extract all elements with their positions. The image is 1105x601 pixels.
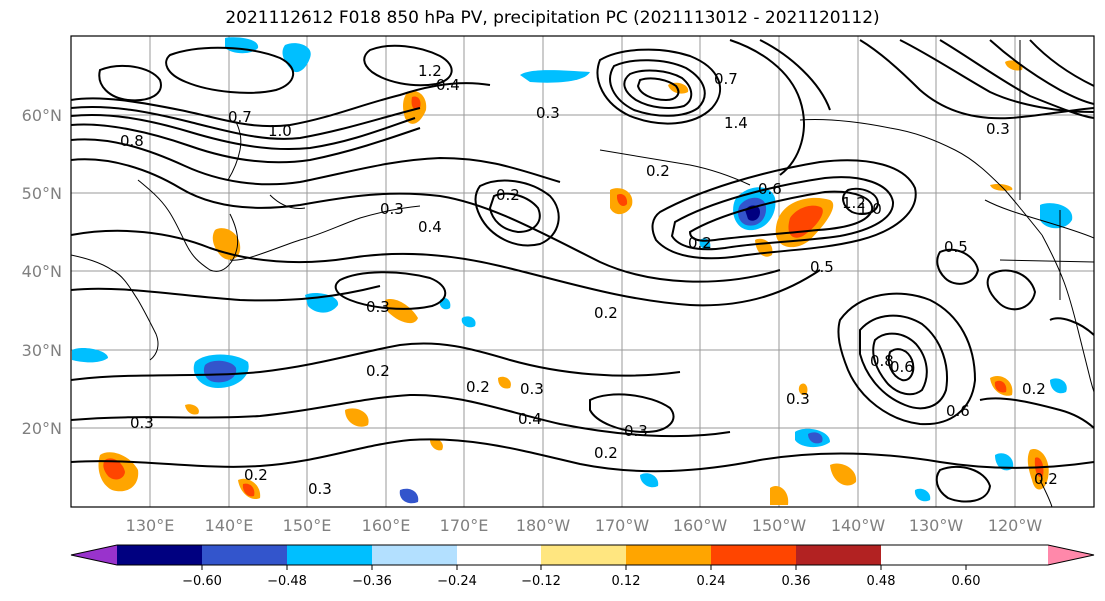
contour-label: 0.6 — [758, 180, 782, 198]
colorbar-segment — [541, 545, 626, 565]
colorbar-outline — [70, 544, 1095, 566]
colorbar-extend-low — [71, 545, 117, 565]
lat-label: 20°N — [22, 419, 62, 438]
colorbar-tick-label: 0.48 — [867, 574, 896, 589]
contour-labels: 1.2 1.0 0.7 0.8 0.3 0.2 0.4 0.3 0.2 0.3 … — [120, 62, 1058, 498]
lon-label: 160°E — [362, 516, 411, 535]
colorbar-extend-high — [1048, 545, 1094, 565]
contour-label: 0.2 — [1022, 380, 1046, 398]
contour-label: 0.2 — [366, 362, 390, 380]
lon-label: 150°E — [283, 516, 332, 535]
colorbar-tick-label: −0.24 — [437, 574, 477, 589]
contour-label: 0.4 — [518, 410, 542, 428]
contour-label: 0.5 — [810, 258, 834, 276]
contour-label: 0.3 — [308, 480, 332, 498]
lon-label: 140°E — [205, 516, 254, 535]
lat-label: 30°N — [22, 341, 62, 360]
gridlines — [71, 36, 1094, 507]
contour-label: 0.2 — [646, 162, 670, 180]
contour-label: 0.2 — [688, 234, 712, 252]
contour-label: 1.0 — [268, 122, 292, 140]
pv-contours — [71, 39, 1094, 503]
contour-label: 0.6 — [946, 402, 970, 420]
contour-label: 0.3 — [536, 104, 560, 122]
contour-label: 0.3 — [786, 390, 810, 408]
contour-label: 0.4 — [418, 218, 442, 236]
contour-label: 1.4 — [724, 114, 748, 132]
colorbar-tick-label: −0.60 — [182, 574, 222, 589]
colorbar-segment — [711, 545, 796, 565]
colorbar-segment — [117, 545, 202, 565]
contour-label: 0.7 — [714, 70, 738, 88]
contour-label: 0.2 — [594, 304, 618, 322]
contour-label: 0.3 — [520, 380, 544, 398]
lat-label: 50°N — [22, 184, 62, 203]
contour-label: 0.3 — [380, 200, 404, 218]
contour-label: 1.2 — [842, 194, 866, 212]
colorbar-segment — [202, 545, 287, 565]
lon-label: 140°W — [831, 516, 886, 535]
lon-label: 120°W — [988, 516, 1043, 535]
contour-label: 0.3 — [624, 422, 648, 440]
contour-label: 0.8 — [870, 352, 894, 370]
lon-label: 160°W — [673, 516, 728, 535]
lon-label: 150°W — [752, 516, 807, 535]
colorbar-tick-label: −0.36 — [352, 574, 392, 589]
contour-label: 0.5 — [944, 238, 968, 256]
colorbar-segment — [796, 545, 881, 565]
colorbar-tick-label: 0.60 — [952, 574, 981, 589]
map-frame — [70, 35, 1095, 508]
contour-label: 0.3 — [986, 120, 1010, 138]
contour-label: 1.0 — [858, 200, 882, 218]
colorbar-tick-label: −0.12 — [521, 574, 561, 589]
lon-label: 180°W — [516, 516, 571, 535]
longitude-labels: 130°E 140°E 150°E 160°E 170°E 180°W 170°… — [126, 516, 1043, 535]
contour-label: 0.2 — [244, 466, 268, 484]
colorbar: −0.60 −0.48 −0.36 −0.24 −0.12 0.12 0.24 … — [70, 544, 1095, 589]
colorbar-tick-label: −0.48 — [267, 574, 307, 589]
lon-label: 170°E — [440, 516, 489, 535]
contour-label: 0.7 — [228, 108, 252, 126]
lat-label: 60°N — [22, 106, 62, 125]
colorbar-segment — [372, 545, 457, 565]
colorbar-segment — [626, 545, 711, 565]
coastlines — [71, 40, 1094, 507]
colorbar-segment — [287, 545, 372, 565]
contour-label: 0.2 — [594, 444, 618, 462]
lon-label: 130°E — [126, 516, 175, 535]
contour-label: 0.8 — [120, 132, 144, 150]
colorbar-segment — [457, 545, 541, 565]
lon-label: 170°W — [595, 516, 650, 535]
contour-label: 0.3 — [130, 414, 154, 432]
colorbar-tick-label: 0.36 — [782, 574, 811, 589]
colorbar-tick-label: 0.24 — [697, 574, 726, 589]
lon-label: 130°W — [909, 516, 964, 535]
lat-label: 40°N — [22, 262, 62, 281]
latitude-labels: 60°N 50°N 40°N 30°N 20°N — [22, 106, 62, 438]
contour-label: 0.2 — [466, 378, 490, 396]
contour-label: 0.2 — [1034, 470, 1058, 488]
colorbar-tick-label: 0.12 — [612, 574, 641, 589]
contour-label: 0.4 — [436, 76, 460, 94]
contour-label: 1.2 — [418, 62, 442, 80]
contour-label: 0.3 — [366, 298, 390, 316]
contour-label: 0.2 — [496, 186, 520, 204]
contour-label: 0.6 — [890, 358, 914, 376]
map-title: 2021112612 F018 850 hPa PV, precipitatio… — [225, 8, 880, 28]
